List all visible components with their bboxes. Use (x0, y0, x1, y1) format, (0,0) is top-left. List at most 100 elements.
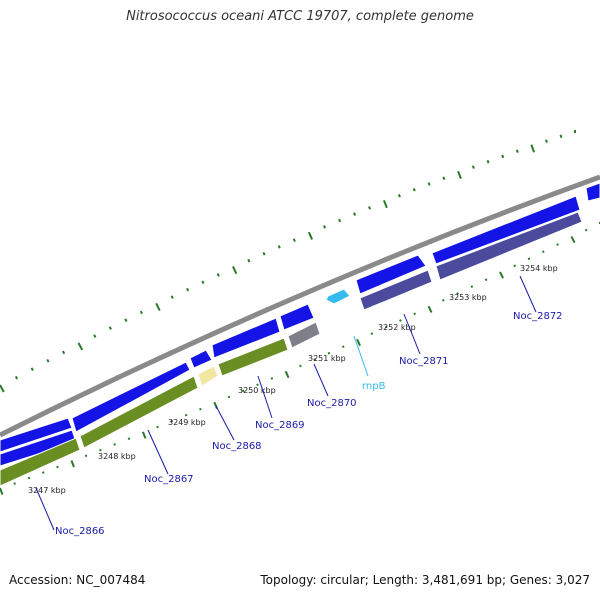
tick-label: 3253 kbp (449, 293, 487, 302)
minor-tick (412, 188, 416, 192)
leader-line (353, 335, 369, 377)
accession-text: Accession: NC_007484 (9, 573, 146, 587)
gene-label[interactable]: Noc_2869 (255, 420, 305, 431)
minor-tick (108, 326, 112, 330)
minor-tick (199, 407, 202, 411)
minor-tick (427, 182, 431, 186)
minor-tick (545, 139, 548, 143)
gene-arrow-forward[interactable] (279, 303, 315, 331)
minor-tick (501, 154, 505, 159)
gene-label[interactable]: Noc_2872 (513, 311, 563, 322)
leader-line (403, 313, 421, 355)
gene-features (0, 182, 600, 487)
gene-arrow-reverse[interactable] (217, 337, 289, 377)
minor-tick (370, 332, 374, 336)
gene-label[interactable]: Noc_2866 (55, 526, 105, 537)
minor-tick (327, 351, 331, 355)
gene-label[interactable]: Noc_2871 (399, 356, 449, 367)
minor-tick (382, 199, 388, 209)
minor-tick (46, 358, 50, 363)
gene-label[interactable]: Noc_2867 (144, 474, 194, 485)
gene-label[interactable]: Noc_2870 (307, 398, 357, 409)
minor-tick (141, 431, 147, 439)
minor-tick (170, 295, 174, 299)
minor-tick (70, 460, 75, 468)
minor-tick (232, 266, 238, 275)
gene-arrow-forward[interactable] (71, 361, 191, 433)
minor-tick (201, 280, 205, 285)
gene-arrow-forward[interactable] (189, 349, 213, 369)
minor-tick (256, 383, 259, 387)
tick-label: 3247 kbp (28, 486, 66, 495)
minor-tick (156, 425, 159, 429)
minor-tick (77, 342, 84, 351)
minor-tick (27, 476, 31, 480)
pseudogene-arrow[interactable] (287, 321, 321, 349)
gene-arrow-forward[interactable] (431, 195, 581, 265)
gene-label[interactable]: Noc_2868 (212, 441, 262, 452)
minor-tick (353, 212, 357, 216)
gene-arrow-reverse[interactable] (0, 437, 81, 487)
gene-arrow-forward[interactable] (355, 254, 427, 295)
tick-label: 3252 kbp (378, 323, 416, 332)
minor-tick (413, 312, 417, 316)
minor-tick (113, 443, 116, 446)
scale-ticks: 3247 kbp 3248 kbp 3249 kbp 3250 kbp 3251 kbp… (28, 264, 558, 495)
minor-tick-dots (0, 130, 600, 495)
minor-tick (313, 358, 317, 361)
gene-arrow-forward[interactable] (0, 417, 73, 453)
tick-label: 3250 kbp (238, 386, 276, 395)
minor-tick (442, 176, 446, 180)
minor-tick (0, 384, 5, 393)
minor-tick (368, 206, 372, 210)
rna-gene-rnpB[interactable] (325, 288, 351, 305)
gene-arrow-reverse[interactable] (359, 269, 433, 311)
minor-tick (124, 318, 128, 322)
minor-tick (399, 319, 402, 322)
minor-tick (0, 487, 4, 495)
gene-arrow-forward[interactable] (585, 182, 600, 202)
minor-tick (270, 377, 274, 380)
minor-tick (127, 437, 131, 440)
minor-tick (93, 334, 97, 338)
minor-tick (139, 310, 143, 315)
minor-tick (292, 238, 296, 242)
minor-tick (241, 389, 245, 393)
gene-arrow-forward[interactable] (211, 317, 281, 359)
tick-label: 3249 kbp (168, 418, 206, 427)
minor-tick (456, 292, 459, 295)
minor-tick (486, 159, 490, 164)
minor-tick (556, 243, 559, 246)
gene-arrow-reverse-pale[interactable] (197, 365, 219, 387)
minor-tick (356, 338, 361, 347)
gene-label[interactable]: rnpB (362, 381, 386, 392)
leader-line (147, 429, 169, 475)
leader-line (215, 405, 235, 441)
minor-tick (14, 375, 19, 380)
minor-tick (84, 454, 88, 458)
minor-tick (299, 364, 302, 368)
minor-tick (441, 298, 445, 302)
minor-tick (527, 257, 531, 261)
minor-tick (499, 271, 504, 279)
minor-tick (247, 258, 251, 263)
minor-tick (541, 250, 545, 254)
minor-tick (559, 134, 563, 138)
gene-arrow-reverse[interactable] (435, 211, 583, 281)
gene-arrow-reverse[interactable] (79, 375, 199, 449)
minor-tick (30, 367, 34, 371)
minor-tick (470, 285, 474, 288)
minor-tick (13, 482, 16, 485)
minor-tick (513, 264, 517, 268)
minor-tick (184, 413, 188, 417)
minor-tick (323, 225, 327, 229)
minor-tick (515, 149, 519, 153)
minor-tick (284, 370, 290, 379)
minor-tick (530, 144, 535, 153)
gene-labels: Noc_2866 Noc_2867 Noc_2868 Noc_2869Noc_2870… (35, 275, 563, 537)
leader-line (313, 363, 329, 397)
minor-tick (338, 218, 342, 223)
genome-stats-text: Topology: circular; Length: 3,481,691 bp… (260, 573, 590, 587)
minor-tick (457, 170, 462, 180)
genome-title: Nitrosococcus oceani ATCC 19707, complet… (126, 9, 474, 24)
